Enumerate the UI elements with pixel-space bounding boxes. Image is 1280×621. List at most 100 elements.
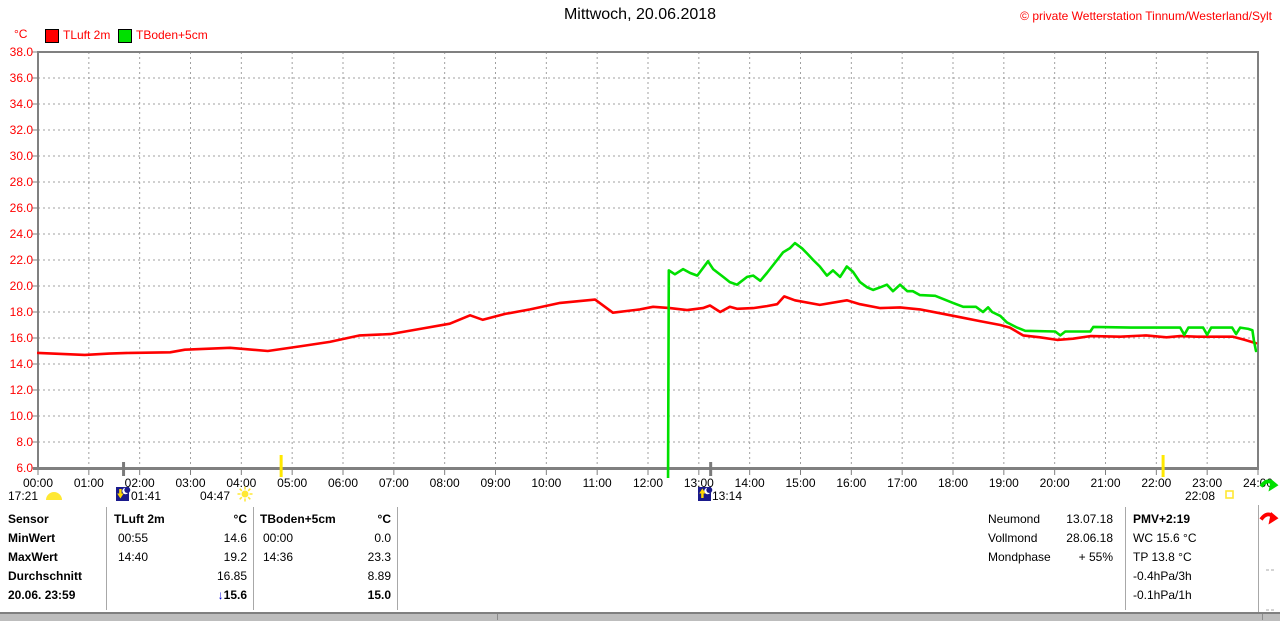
x-tick-label: 23:00 xyxy=(1192,476,1222,490)
windchill-value: WC 15.6 °C xyxy=(1133,531,1197,545)
y-axis-labels: 38.0 36.0 34.0 32.0 30.0 28.0 26.0 24.0 22.0 20.0… xyxy=(10,45,38,475)
stats-row-label: MinWert xyxy=(8,531,56,545)
x-tick-label: 07:00 xyxy=(379,476,409,490)
x-tick-label: 00:00 xyxy=(23,476,53,490)
axes xyxy=(33,51,1259,470)
x-tick-label: 14:00 xyxy=(735,476,765,490)
stats-row-label: 20.06. 23:59 xyxy=(8,588,76,602)
series-line-tboden-5cm xyxy=(666,241,1258,478)
legend-label-tluft: TLuft 2m xyxy=(63,28,111,42)
legend-label-tboden: TBoden+5cm xyxy=(136,28,208,42)
max-time: 14:40 xyxy=(118,550,149,564)
series-lines xyxy=(37,241,1258,478)
page-title: Mittwoch, 20.06.2018 xyxy=(563,6,717,23)
status-bar xyxy=(0,613,1280,621)
x-tick-label: 01:00 xyxy=(74,476,104,490)
event-time-label: 22:08 xyxy=(1185,489,1215,503)
stats-row-label: MaxWert xyxy=(8,550,58,564)
moon-phase-label: Mondphase xyxy=(988,550,1051,564)
x-tick-label: 03:00 xyxy=(175,476,205,490)
max-value: 23.3 xyxy=(367,550,391,564)
x-tick-label: 06:00 xyxy=(328,476,358,490)
stats-row-label: Durchschnitt xyxy=(8,569,83,583)
x-tick-label: 18:00 xyxy=(938,476,968,490)
event-time-label: 13:14 xyxy=(712,489,742,503)
stats-col-unit: °C xyxy=(377,512,391,526)
y-tick-label: 32.0 xyxy=(10,123,34,137)
max-value: 19.2 xyxy=(223,550,247,564)
x-tick-label: 15:00 xyxy=(785,476,815,490)
pressure-trend-1h: -0.1hPa/1h xyxy=(1133,588,1192,602)
x-tick-label: 08:00 xyxy=(430,476,460,490)
y-tick-label: 34.0 xyxy=(10,97,34,111)
x-tick-label: 04:00 xyxy=(226,476,256,490)
moon-symbol-icon xyxy=(46,492,62,500)
moonrise-icon xyxy=(698,487,713,501)
trend-arrow-falling xyxy=(1259,512,1279,525)
x-tick-label: 09:00 xyxy=(480,476,510,490)
pmv-value: PMV+2:19 xyxy=(1133,512,1191,526)
y-tick-label: 18.0 xyxy=(10,305,34,319)
x-tick-label: 10:00 xyxy=(531,476,561,490)
y-tick-label: 6.0 xyxy=(16,461,33,475)
x-tick-label: 12:00 xyxy=(633,476,663,490)
y-tick-label: 16.0 xyxy=(10,331,34,345)
falling-trend-arrow-icon: ↓ xyxy=(217,588,224,602)
pressure-trend-3h: -0.4hPa/3h xyxy=(1133,569,1192,583)
moon-phase-value: + 55% xyxy=(1078,550,1113,564)
y-tick-label: 10.0 xyxy=(10,409,34,423)
y-tick-label: 30.0 xyxy=(10,149,34,163)
stats-col-unit: °C xyxy=(233,512,247,526)
x-tick-label: 22:00 xyxy=(1141,476,1171,490)
y-tick-label: 12.0 xyxy=(10,383,34,397)
x-tick-label: 05:00 xyxy=(277,476,307,490)
status-bar-divider xyxy=(497,614,498,620)
stats-col-header: TLuft 2m xyxy=(114,512,165,526)
y-tick-label: 36.0 xyxy=(10,71,34,85)
x-tick-label: 11:00 xyxy=(583,476,612,490)
sun-moon-events: 17:21 01:41 04:47 13:14 22:08 xyxy=(8,455,1234,503)
status-bar-divider xyxy=(1262,614,1263,620)
new-moon-label: Neumond xyxy=(988,512,1041,526)
min-time: 00:55 xyxy=(118,531,149,545)
y-tick-label: 14.0 xyxy=(10,357,34,371)
x-axis-labels: 00:00 01:00 02:00 03:00 04:00 05:00 06:00 07:00… xyxy=(23,469,1273,490)
event-time-label: 01:41 xyxy=(131,489,161,503)
x-tick-label: 20:00 xyxy=(1040,476,1070,490)
min-value: 0.0 xyxy=(374,531,391,545)
sunset-icon xyxy=(1225,490,1234,499)
x-tick-label: 16:00 xyxy=(836,476,866,490)
min-time: 00:00 xyxy=(263,531,294,545)
y-tick-label: 28.0 xyxy=(10,175,34,189)
min-value: 14.6 xyxy=(223,531,247,545)
y-tick-label: 22.0 xyxy=(10,253,34,267)
gridlines xyxy=(38,52,1258,468)
x-tick-label: 19:00 xyxy=(989,476,1019,490)
stats-col-header: TBoden+5cm xyxy=(260,512,336,526)
copyright-note: © private Wetterstation Tinnum/Westerlan… xyxy=(1020,9,1272,23)
full-moon-label: Vollmond xyxy=(988,531,1038,545)
y-tick-label: 20.0 xyxy=(10,279,34,293)
x-tick-label: 02:00 xyxy=(125,476,155,490)
x-tick-label: 17:00 xyxy=(887,476,917,490)
table-dividers xyxy=(0,505,1280,613)
new-moon-date: 13.07.18 xyxy=(1066,512,1113,526)
dewpoint-value: TP 13.8 °C xyxy=(1133,550,1192,564)
y-tick-label: 38.0 xyxy=(10,45,34,59)
y-tick-label: 26.0 xyxy=(10,201,34,215)
x-tick-label: 13:00 xyxy=(684,476,714,490)
event-time-label: 17:21 xyxy=(8,489,38,503)
current-value: 15.0 xyxy=(367,588,391,602)
sunrise-icon xyxy=(237,486,253,502)
legend-swatch-tluft xyxy=(45,29,59,43)
event-time-label: 04:47 xyxy=(200,489,230,503)
average-value: 16.85 xyxy=(216,569,247,583)
current-value: ↓15.6 xyxy=(217,588,247,602)
legend-swatch-tboden xyxy=(118,29,132,43)
series-line-tluft-2m xyxy=(37,295,1258,357)
stats-row-label: Sensor xyxy=(8,512,49,526)
y-tick-label: 8.0 xyxy=(16,435,33,449)
trend-arrow-falling xyxy=(1259,479,1279,492)
